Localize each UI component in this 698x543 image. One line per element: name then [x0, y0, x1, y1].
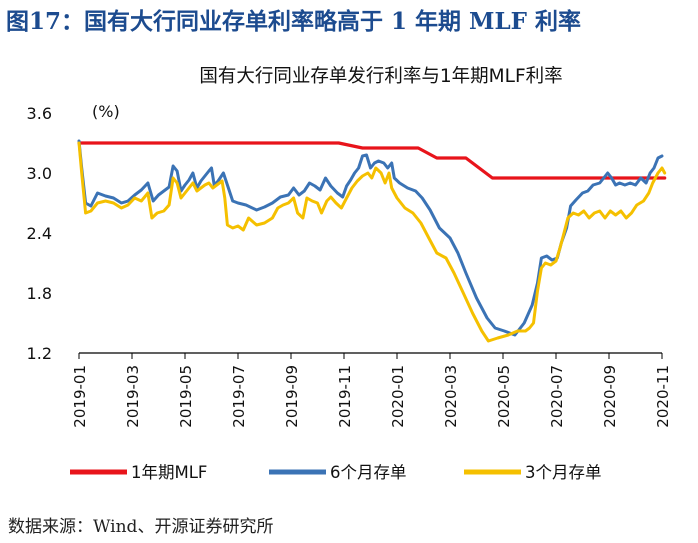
x-tick-label: 2020-11 [654, 365, 672, 428]
x-tick-label: 2019-03 [124, 365, 142, 428]
y-tick-label: 3.6 [27, 104, 52, 123]
series-line-2 [77, 139, 664, 337]
y-tick-label: 1.2 [27, 344, 52, 363]
axes: 1.2 1.8 2.4 3.0 3.6 2019-01 2019-03 2019-05 2019… [27, 104, 672, 428]
chart-title: 国有大行同业存单发行利率与1年期MLF利率 [199, 66, 562, 87]
y-tick-label: 1.8 [27, 284, 52, 303]
x-tick-label: 2019-01 [71, 365, 89, 428]
y-tick-label: 2.4 [27, 224, 52, 243]
x-tick-label: 2019-09 [283, 365, 301, 428]
x-tick-label: 2020-09 [601, 365, 619, 428]
figure-title: 图17：国有大行同业存单利率略高于 1 年期 MLF 利率 [6, 8, 581, 35]
x-tick-label: 2019-05 [177, 365, 195, 428]
x-tick-label: 2020-01 [389, 365, 407, 428]
legend-label-3: 3个月存单 [525, 463, 602, 482]
series-layer [77, 139, 667, 343]
x-tick-label: 2020-03 [442, 365, 460, 428]
x-tick-label: 2019-07 [230, 365, 248, 428]
series-line-3 [77, 141, 667, 343]
x-tick-label: 2020-07 [548, 365, 566, 428]
legend: 1年期MLF 6个月存单 3个月存单 [70, 463, 602, 482]
legend-label-2: 6个月存单 [330, 463, 407, 482]
unit-label: (%) [92, 102, 120, 121]
series-line-1 [77, 141, 667, 180]
legend-label-1: 1年期MLF [131, 463, 207, 482]
y-tick-label: 3.0 [27, 164, 52, 183]
x-tick-label: 2019-11 [336, 365, 354, 428]
source-note: 数据来源：Wind、开源证券研究所 [8, 517, 274, 537]
x-tick-label: 2020-05 [495, 365, 513, 428]
